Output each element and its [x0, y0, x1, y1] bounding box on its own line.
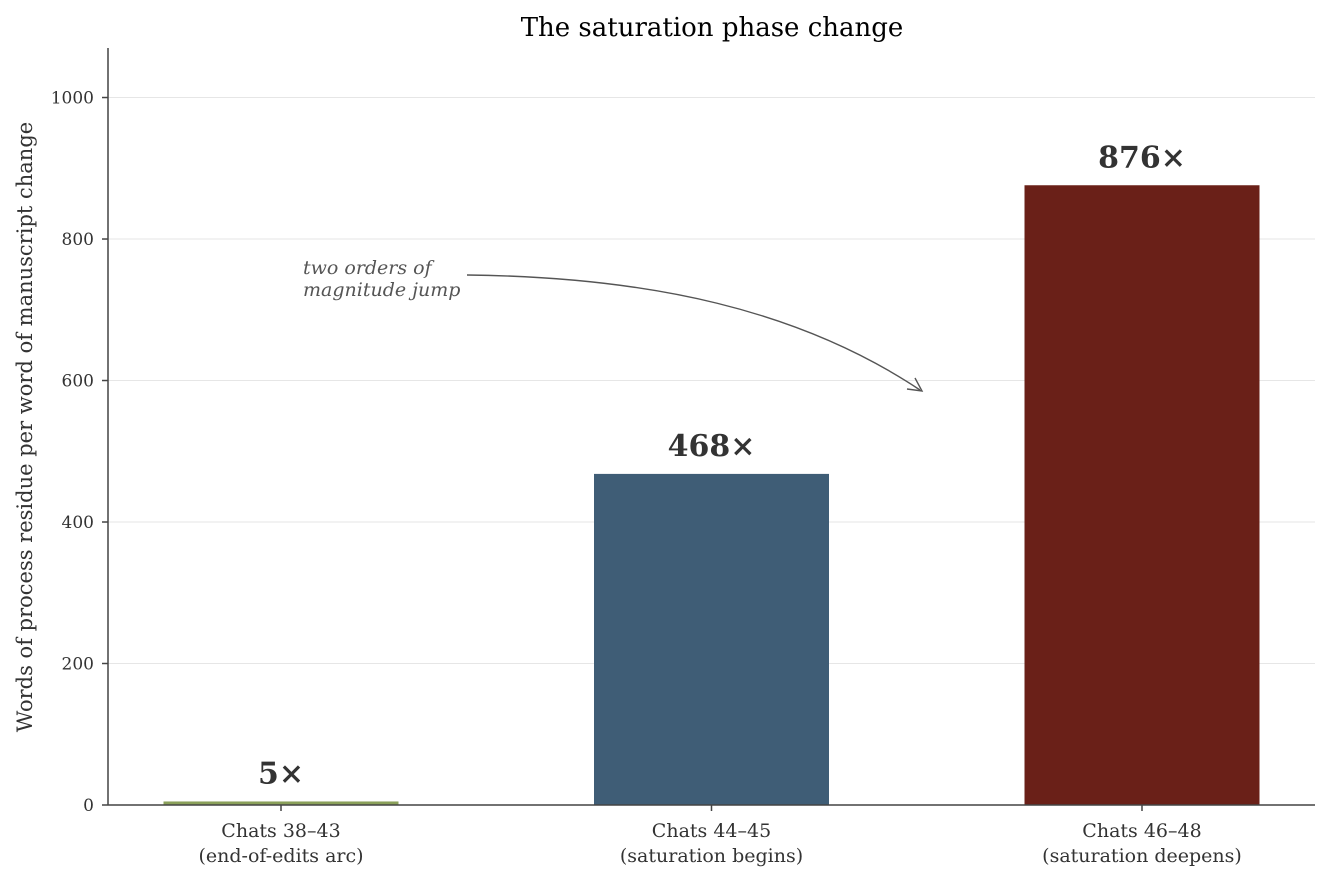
y-axis-label: Words of process residue per word of man… [13, 122, 37, 732]
annotation-text: two orders of magnitude jump [303, 257, 460, 301]
chart-title: The saturation phase change [521, 13, 904, 43]
y-tick-label: 800 [62, 230, 94, 250]
data-label: 876× [1098, 140, 1186, 175]
annotation-line: two orders of [303, 257, 435, 279]
annotation-arrow [466, 274, 921, 391]
data-label: 5× [258, 756, 304, 791]
y-tick-label: 600 [62, 372, 94, 392]
y-tick-label: 200 [62, 655, 94, 675]
x-tick-label: Chats 38–43 (end-of-edits arc) [198, 820, 363, 867]
x-tick-label-line: Chats 38–43 [221, 820, 340, 842]
bar [163, 801, 399, 805]
x-tick-label-line: (saturation begins) [620, 845, 803, 867]
bars [163, 185, 1260, 805]
x-tick-label: Chats 44–45 (saturation begins) [620, 820, 803, 867]
annotation: two orders of magnitude jump [303, 257, 924, 392]
x-tick-label-line: (saturation deepens) [1042, 845, 1242, 867]
y-tick-label: 400 [62, 513, 94, 533]
bar [594, 473, 829, 805]
labels: 0 200 400 600 800 1000 5× Chats 38–43 (end-of-ed… [51, 89, 1242, 867]
x-tick-label-line: Chats 46–48 [1082, 820, 1201, 842]
annotation-arrowhead [906, 377, 924, 392]
bar [1024, 185, 1260, 805]
data-label: 468× [668, 429, 756, 464]
annotation-line: magnitude jump [303, 279, 460, 301]
y-tick-label: 0 [83, 796, 94, 816]
x-tick-label-line: (end-of-edits arc) [198, 845, 363, 867]
y-tick-label: 1000 [51, 89, 94, 109]
axes [102, 48, 1315, 811]
x-tick-label-line: Chats 44–45 [652, 820, 771, 842]
x-tick-label: Chats 46–48 (saturation deepens) [1042, 820, 1242, 867]
